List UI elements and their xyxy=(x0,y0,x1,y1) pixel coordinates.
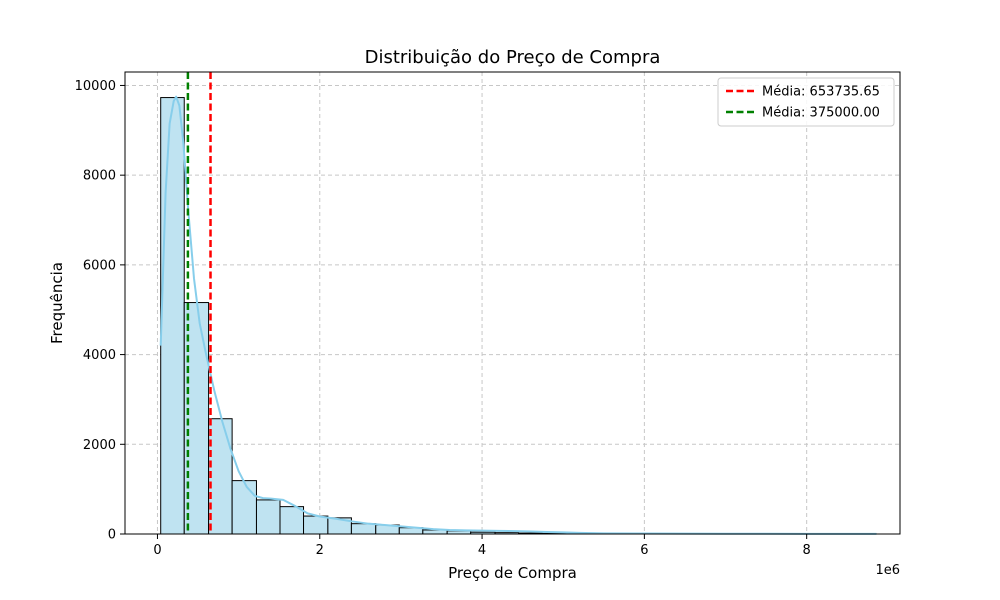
x-tick-label: 2 xyxy=(316,543,324,558)
chart-title: Distribuição do Preço de Compra xyxy=(365,47,661,68)
x-tick-label: 8 xyxy=(803,543,811,558)
grid xyxy=(125,72,900,535)
legend-entry-label: Média: 653735.65 xyxy=(762,85,880,100)
x-tick-label: 6 xyxy=(640,543,648,558)
x-tick-label: 0 xyxy=(153,543,161,558)
y-tick-label: 4000 xyxy=(83,348,116,363)
x-axis-label: Preço de Compra xyxy=(448,564,577,582)
legend-entry-label: Média: 375000.00 xyxy=(762,106,880,121)
plot-frame xyxy=(124,71,901,535)
axis-ticks: 0 2 4 6 8 0 2000 4000 6000 8000 10000 xyxy=(75,79,811,558)
histogram-bar xyxy=(208,418,233,535)
histogram-bar xyxy=(231,480,257,535)
y-tick-label: 10000 xyxy=(75,79,116,94)
y-tick-label: 0 xyxy=(108,528,116,543)
kde-curve xyxy=(159,95,877,535)
x-tick-label: 4 xyxy=(478,543,486,558)
histogram-bar xyxy=(160,97,185,535)
kde-curve-layer xyxy=(159,95,877,535)
histogram-bar xyxy=(303,515,329,535)
y-tick-label: 2000 xyxy=(83,438,116,453)
y-axis-label: Frequência xyxy=(48,262,66,344)
y-tick-label: 8000 xyxy=(83,169,116,184)
histogram-bar xyxy=(279,506,305,535)
x-axis-offset-label: 1e6 xyxy=(875,563,900,578)
reference-lines xyxy=(186,72,212,534)
histogram-bar xyxy=(350,523,377,535)
y-tick-label: 6000 xyxy=(83,258,116,273)
legend-box xyxy=(717,77,895,127)
legend: Média: 653735.65 Média: 375000.00 xyxy=(717,77,895,127)
histogram-bars xyxy=(160,97,877,535)
histogram-bar xyxy=(255,499,281,535)
